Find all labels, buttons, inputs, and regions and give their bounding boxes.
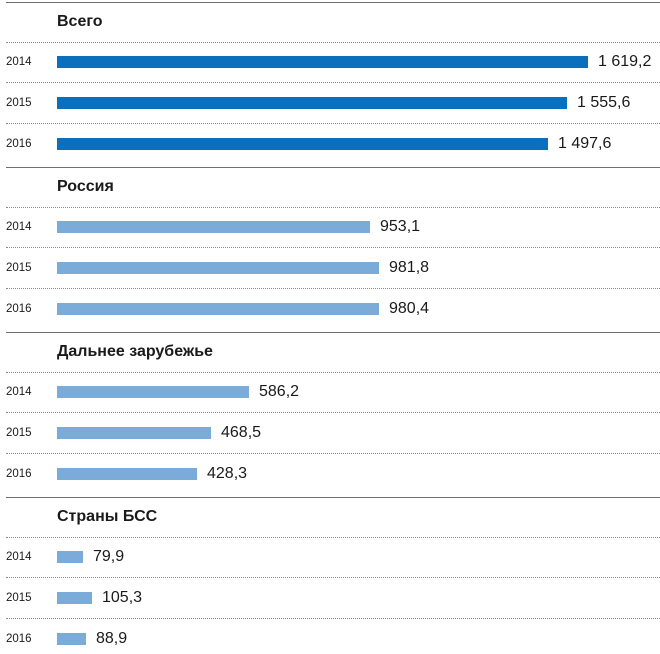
row-divider xyxy=(6,412,660,413)
title-divider xyxy=(6,372,660,373)
value-label: 468,5 xyxy=(221,424,262,441)
value-label: 586,2 xyxy=(259,383,300,400)
group-top-divider xyxy=(6,2,660,3)
value-label: 1 497,6 xyxy=(558,135,612,152)
bar xyxy=(57,97,567,109)
group-title: Россия xyxy=(57,178,114,195)
value-label: 105,3 xyxy=(102,589,143,606)
bar xyxy=(57,262,379,274)
row-divider xyxy=(6,618,660,619)
group-top-divider xyxy=(6,332,660,333)
title-divider xyxy=(6,207,660,208)
bar xyxy=(57,551,83,563)
row-divider xyxy=(6,577,660,578)
value-label: 88,9 xyxy=(96,630,128,647)
year-label: 2016 xyxy=(6,138,32,150)
group-top-divider xyxy=(6,167,660,168)
row-divider xyxy=(6,123,660,124)
value-label: 79,9 xyxy=(93,548,125,565)
bar xyxy=(57,592,92,604)
value-label: 981,8 xyxy=(389,259,430,276)
row-divider xyxy=(6,82,660,83)
group-title: Всего xyxy=(57,13,103,30)
year-label: 2016 xyxy=(6,303,32,315)
row-divider xyxy=(6,453,660,454)
year-label: 2015 xyxy=(6,427,32,439)
year-label: 2014 xyxy=(6,551,32,563)
group-title: Страны БСС xyxy=(57,508,158,525)
row-divider xyxy=(6,288,660,289)
bar xyxy=(57,303,379,315)
year-label: 2014 xyxy=(6,221,32,233)
bar xyxy=(57,221,370,233)
group-title: Дальнее зарубежье xyxy=(57,343,213,360)
year-label: 2015 xyxy=(6,97,32,109)
year-label: 2015 xyxy=(6,592,32,604)
bar xyxy=(57,386,249,398)
year-label: 2016 xyxy=(6,468,32,480)
year-label: 2016 xyxy=(6,633,32,645)
year-label: 2014 xyxy=(6,386,32,398)
group-top-divider xyxy=(6,497,660,498)
bar xyxy=(57,56,588,68)
value-label: 980,4 xyxy=(389,300,430,317)
bar xyxy=(57,468,197,480)
title-divider xyxy=(6,537,660,538)
value-label: 1 619,2 xyxy=(598,53,652,70)
title-divider xyxy=(6,42,660,43)
value-label: 1 555,6 xyxy=(577,94,631,111)
year-label: 2014 xyxy=(6,56,32,68)
bar xyxy=(57,138,548,150)
bar xyxy=(57,427,211,439)
value-label: 428,3 xyxy=(207,465,248,482)
bar xyxy=(57,633,86,645)
year-label: 2015 xyxy=(6,262,32,274)
row-divider xyxy=(6,247,660,248)
value-label: 953,1 xyxy=(380,218,421,235)
